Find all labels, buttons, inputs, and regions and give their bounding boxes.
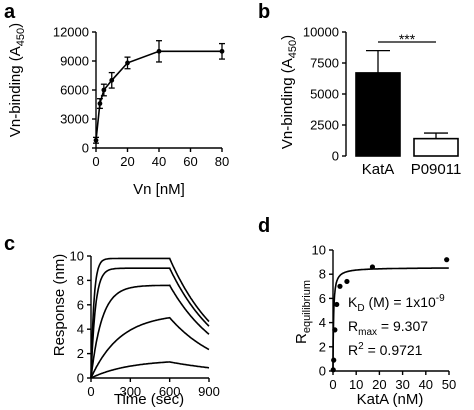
- panel-a-point: [125, 60, 130, 66]
- panel-a-point: [93, 137, 99, 143]
- panel-c-sensorgram-curve-1: [90, 257, 210, 379]
- panel-d-x-tick-label: 40: [419, 377, 433, 392]
- panel-b-category-label: KatA: [362, 161, 395, 178]
- panel-c-x-tick-label: 300: [119, 384, 141, 399]
- panel-letter-d: d: [258, 215, 270, 237]
- panel-c-sensorgram-curve-5: [90, 361, 210, 379]
- panel-d-point: [331, 357, 337, 363]
- panel-a-y-tick-label: 6000: [60, 83, 89, 98]
- panel-d-point: [337, 283, 343, 289]
- panel-c-sensorgram-curve-4: [90, 316, 210, 379]
- panel-a-y-tick-label: 0: [82, 141, 89, 156]
- panel-d-point: [344, 278, 350, 285]
- panel-a-point: [101, 87, 107, 93]
- panel-c-x-tick-label: 900: [198, 384, 220, 399]
- panel-a-x-tick-label: 20: [120, 154, 134, 169]
- panel-b-y-tick-label: 2500: [310, 118, 339, 133]
- panel-a-x-tick-label: 60: [183, 154, 197, 169]
- panel-d-y-tick-label: 8: [319, 267, 326, 282]
- panel-a-series-line: [95, 50, 222, 141]
- panel-a-x-tick-label: 0: [92, 154, 99, 169]
- panel-c-sensorgram: Response (nm) Time (sec) 0 2 4 6 8 10 0 300 600 9…: [51, 249, 220, 409]
- panel-d-y-tick-label: 6: [319, 291, 326, 306]
- panel-a-line-chart: Vn-binding (A450) Vn [nM] 0 3000 6000 9000 1…: [7, 23, 229, 198]
- panel-b-significance-label: ***: [399, 31, 416, 47]
- panel-b-y-tick-label: 10000: [303, 25, 339, 40]
- panel-d-y-tick-label: 0: [319, 364, 326, 379]
- panel-c-y-tick-label: 8: [77, 273, 84, 288]
- panel-a-y-tick-label: 12000: [53, 25, 89, 40]
- panel-b-y-tick-label: 7500: [310, 56, 339, 71]
- panel-d-point: [334, 301, 340, 308]
- panel-d-scatter-fit: Requilibrium KatA (nM) KD (M) = 1x10-9 R…: [293, 243, 456, 409]
- panel-c-x-tick-label: 0: [87, 384, 94, 399]
- panel-a-point: [219, 48, 225, 54]
- panel-a-y-tick-label: 9000: [60, 54, 89, 69]
- panel-d-y-tick-label: 4: [319, 315, 326, 330]
- panel-a-x-tick-label: 40: [152, 154, 166, 169]
- panel-c-xlabel: Time (sec): [114, 391, 184, 408]
- panel-d-kd-annotation: KD (M) = 1x10-9: [348, 293, 445, 314]
- panel-c-sensorgram-curve-2: [90, 267, 210, 379]
- panel-a-y-tick-label: 3000: [60, 112, 89, 127]
- panel-b-y-tick-label: 0: [332, 149, 339, 164]
- panel-c-y-tick-label: 6: [77, 297, 84, 312]
- panel-b-bar-kata: [355, 72, 401, 157]
- panel-d-x-tick-label: 30: [395, 377, 409, 392]
- panel-a-ylabel: Vn-binding (A450): [7, 23, 27, 137]
- panel-c-x-tick-label: 600: [159, 384, 181, 399]
- panel-d-x-tick-label: 20: [372, 377, 386, 392]
- panel-b-y-tick-label: 5000: [310, 87, 339, 102]
- panel-b-category-label: P09011: [411, 161, 462, 178]
- panel-b-bar-chart: Vn-binding (A450) 0 2500 5000 7500 10000 KatA…: [279, 25, 461, 179]
- panel-letter-c: c: [4, 233, 15, 255]
- panel-d-rmax-annotation: Rmax = 9.307: [348, 318, 428, 338]
- panel-d-point: [369, 264, 376, 270]
- panel-d-ylabel: Requilibrium: [293, 280, 313, 344]
- panel-c-sensorgram-curve-3: [90, 284, 210, 379]
- panel-b-bar-p09011: [413, 137, 459, 157]
- panel-a-xlabel: Vn [nM]: [133, 181, 185, 198]
- panel-d-x-tick-label: 0: [329, 377, 336, 392]
- panel-c-y-tick-label: 0: [77, 371, 84, 386]
- panel-d-x-tick-label: 10: [349, 377, 363, 392]
- panel-d-fit-curve: [332, 267, 449, 372]
- panel-c-y-tick-label: 4: [77, 322, 84, 337]
- panel-d-xlabel: KatA (nM): [357, 391, 424, 408]
- panel-d-x-tick-label: 50: [442, 377, 456, 392]
- panel-a-point: [156, 48, 162, 54]
- panel-d-point: [444, 257, 450, 263]
- panel-d-y-tick-label: 2: [319, 339, 326, 354]
- panel-c-ylabel: Response (nm): [51, 254, 68, 357]
- panel-d-point: [332, 327, 338, 333]
- panel-a-point: [109, 77, 115, 83]
- panel-letter-a: a: [4, 1, 16, 23]
- panel-d-y-tick-label: 10: [312, 243, 326, 258]
- panel-c-y-tick-label: 2: [77, 346, 84, 361]
- panel-a-point: [97, 101, 103, 106]
- panel-d-r2-annotation: R2 = 0.9721: [348, 341, 423, 358]
- panel-letter-b: b: [258, 1, 270, 23]
- panel-d-point: [330, 367, 336, 373]
- panel-a-x-tick-label: 80: [215, 154, 229, 169]
- panel-c-y-tick-label: 10: [70, 249, 84, 264]
- panel-b-ylabel: Vn-binding (A450): [279, 35, 299, 149]
